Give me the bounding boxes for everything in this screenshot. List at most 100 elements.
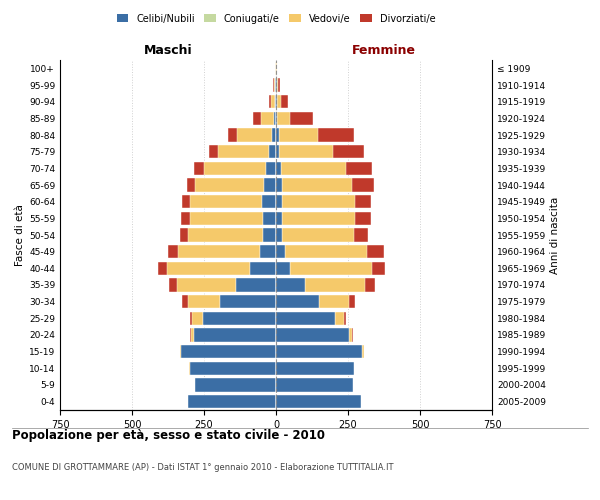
Bar bbox=[276, 378, 353, 392]
Bar bbox=[276, 145, 364, 158]
Bar bbox=[276, 195, 282, 208]
Bar bbox=[276, 212, 282, 225]
Bar bbox=[276, 178, 282, 192]
Bar bbox=[276, 345, 362, 358]
Bar bbox=[262, 195, 276, 208]
Text: COMUNE DI GROTTAMMARE (AP) - Dati ISTAT 1° gennaio 2010 - Elaborazione TUTTITALI: COMUNE DI GROTTAMMARE (AP) - Dati ISTAT … bbox=[12, 464, 394, 472]
Bar bbox=[276, 395, 361, 408]
Bar bbox=[275, 62, 276, 75]
Bar bbox=[188, 228, 276, 241]
Bar bbox=[260, 245, 276, 258]
Bar bbox=[190, 212, 276, 225]
Legend: Celibi/Nubili, Coniugati/e, Vedovi/e, Divorziati/e: Celibi/Nubili, Coniugati/e, Vedovi/e, Di… bbox=[113, 10, 439, 28]
Bar bbox=[236, 278, 276, 291]
Bar bbox=[220, 295, 276, 308]
Bar bbox=[229, 128, 276, 141]
Bar bbox=[276, 345, 364, 358]
Bar bbox=[276, 112, 277, 125]
Bar bbox=[276, 362, 355, 375]
Bar bbox=[276, 162, 281, 175]
Bar bbox=[274, 112, 276, 125]
Bar bbox=[276, 378, 353, 392]
Bar bbox=[218, 145, 276, 158]
Bar bbox=[196, 378, 276, 392]
Bar bbox=[266, 162, 276, 175]
Text: Popolazione per età, sesso e stato civile - 2010: Popolazione per età, sesso e stato civil… bbox=[12, 430, 325, 442]
Bar bbox=[203, 312, 276, 325]
Bar bbox=[276, 245, 284, 258]
Bar bbox=[276, 212, 371, 225]
Bar bbox=[276, 195, 282, 208]
Bar bbox=[272, 128, 276, 141]
Bar bbox=[276, 162, 346, 175]
Bar bbox=[276, 78, 278, 92]
Bar bbox=[265, 178, 276, 192]
Bar bbox=[276, 278, 305, 291]
Bar bbox=[263, 212, 276, 225]
Bar bbox=[276, 312, 344, 325]
Bar bbox=[276, 162, 281, 175]
Bar bbox=[276, 245, 284, 258]
Bar bbox=[269, 145, 276, 158]
Bar bbox=[276, 262, 373, 275]
Bar bbox=[276, 145, 333, 158]
Bar bbox=[181, 345, 276, 358]
Text: Femmine: Femmine bbox=[352, 44, 416, 57]
Bar bbox=[274, 78, 276, 92]
Bar bbox=[189, 362, 276, 375]
Bar bbox=[276, 195, 371, 208]
Bar bbox=[182, 195, 276, 208]
Bar bbox=[276, 128, 279, 141]
Bar bbox=[276, 395, 361, 408]
Bar bbox=[158, 262, 276, 275]
Bar bbox=[260, 245, 276, 258]
Bar bbox=[276, 128, 354, 141]
Bar bbox=[167, 262, 276, 275]
Bar bbox=[182, 295, 276, 308]
Bar bbox=[196, 178, 276, 192]
Bar bbox=[253, 112, 276, 125]
Bar bbox=[275, 95, 276, 108]
Bar bbox=[196, 378, 276, 392]
Bar bbox=[276, 178, 352, 192]
Bar bbox=[276, 295, 349, 308]
Bar bbox=[276, 328, 349, 342]
Bar bbox=[263, 212, 276, 225]
Bar bbox=[276, 362, 354, 375]
Bar bbox=[276, 245, 384, 258]
Bar bbox=[188, 395, 276, 408]
Bar bbox=[276, 212, 355, 225]
Bar bbox=[276, 345, 362, 358]
Bar bbox=[276, 178, 282, 192]
Bar bbox=[196, 378, 276, 392]
Bar bbox=[276, 362, 355, 375]
Bar bbox=[187, 178, 276, 192]
Bar bbox=[269, 95, 276, 108]
Bar bbox=[276, 95, 288, 108]
Bar bbox=[262, 195, 276, 208]
Bar bbox=[276, 228, 282, 241]
Bar bbox=[188, 395, 276, 408]
Bar bbox=[179, 228, 276, 241]
Bar bbox=[275, 95, 276, 108]
Bar bbox=[196, 378, 276, 392]
Y-axis label: Anni di nascita: Anni di nascita bbox=[550, 196, 560, 274]
Bar bbox=[220, 295, 276, 308]
Bar bbox=[193, 312, 276, 325]
Bar bbox=[190, 328, 276, 342]
Bar bbox=[176, 278, 276, 291]
Bar bbox=[203, 312, 276, 325]
Bar bbox=[276, 328, 353, 342]
Bar bbox=[276, 178, 374, 192]
Bar bbox=[276, 295, 355, 308]
Bar bbox=[276, 212, 282, 225]
Bar bbox=[190, 312, 276, 325]
Bar bbox=[276, 95, 277, 108]
Bar bbox=[269, 145, 276, 158]
Bar bbox=[276, 328, 352, 342]
Bar bbox=[274, 78, 276, 92]
Bar bbox=[276, 245, 367, 258]
Bar bbox=[194, 328, 276, 342]
Bar bbox=[191, 328, 276, 342]
Bar bbox=[181, 212, 276, 225]
